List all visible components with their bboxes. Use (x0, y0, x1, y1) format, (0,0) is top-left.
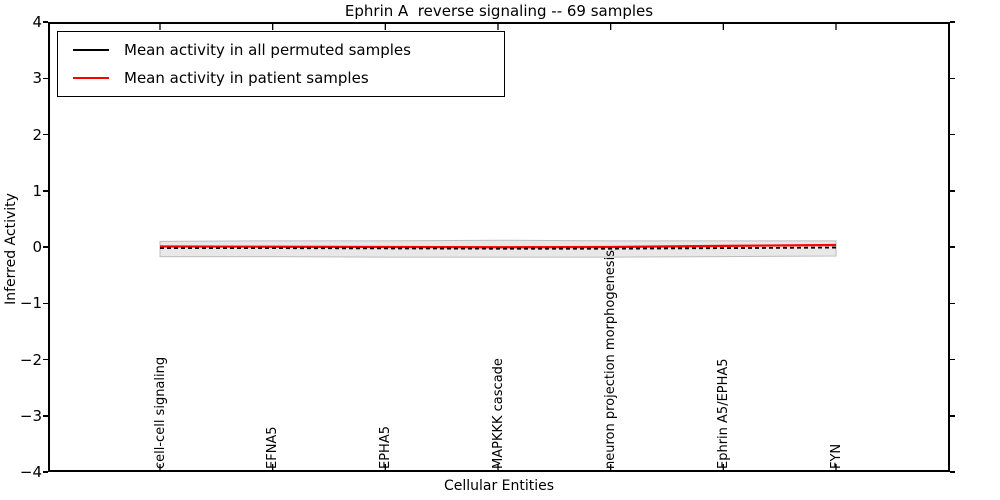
plot-canvas (159, 24, 837, 470)
y-tick-mark (950, 358, 955, 361)
legend-line-sample-permuted (73, 49, 109, 51)
chart-title: Ephrin A reverse signaling -- 69 samples (344, 2, 654, 20)
y-tick-mark (43, 415, 48, 417)
y-tick-mark (950, 415, 955, 417)
y-tick-label: −2 (19, 350, 42, 369)
x-tick-label: neuron projection morphogenesis (603, 250, 619, 469)
x-tick-label: cell-cell signaling (152, 356, 168, 469)
legend-line-sample-patient (73, 77, 109, 79)
y-tick-mark (950, 77, 955, 79)
y-tick-mark (43, 190, 48, 192)
y-tick-mark (43, 21, 48, 23)
x-tick-label: EPHA5 (377, 426, 393, 469)
y-tick-mark (950, 133, 955, 136)
y-tick-mark (43, 471, 48, 473)
y-tick-label: −4 (19, 463, 42, 481)
x-tick-label: Ephrin A5/EPHA5 (715, 358, 731, 469)
y-tick-mark (950, 246, 955, 248)
y-tick-label: 0 (32, 238, 42, 256)
y-tick-label: −1 (19, 294, 42, 313)
x-tick-label: MAPKKK cascade (490, 358, 506, 469)
y-tick-mark (950, 190, 955, 192)
y-tick-mark (950, 302, 955, 304)
y-tick-label: 1 (32, 181, 42, 200)
y-tick-mark (43, 302, 48, 304)
y-tick-label: 4 (32, 13, 42, 31)
x-axis-title: Cellular Entities (443, 478, 555, 494)
legend-label: Mean activity in all permuted samples (124, 41, 411, 59)
y-tick-mark (43, 133, 48, 136)
y-tick-mark (43, 246, 48, 248)
y-tick-label: −3 (19, 406, 42, 425)
x-tick-label: FYN (828, 443, 844, 469)
y-tick-label: 3 (32, 69, 42, 88)
legend-label: Mean activity in patient samples (124, 69, 369, 87)
legend-item: Mean activity in all permuted samples (58, 39, 504, 61)
y-tick-mark (950, 471, 955, 473)
legend: Mean activity in all permuted samples Me… (57, 31, 505, 97)
y-tick-mark (43, 77, 48, 79)
plot-area (48, 22, 950, 472)
y-tick-mark (43, 358, 48, 361)
y-tick-mark (950, 21, 955, 23)
legend-item: Mean activity in patient samples (58, 67, 504, 89)
y-tick-label: 2 (32, 125, 42, 144)
x-tick-label: EFNA5 (265, 426, 281, 469)
